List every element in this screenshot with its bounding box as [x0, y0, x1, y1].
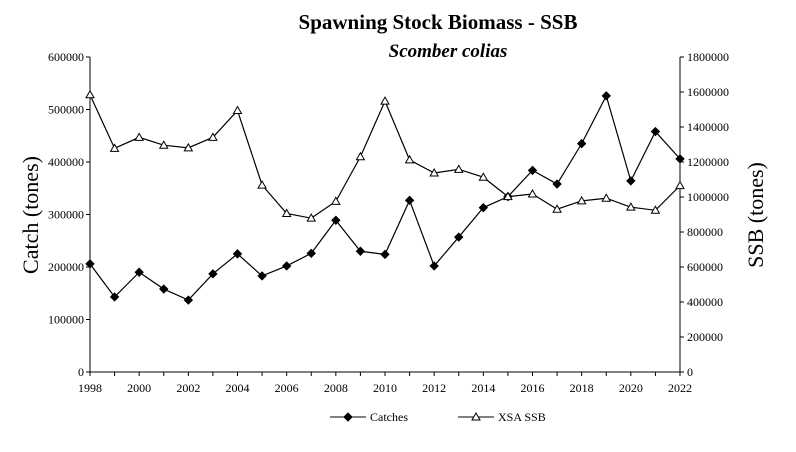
data-point-catches	[85, 259, 95, 269]
y-tick-label-right: 1000000	[687, 190, 729, 204]
y-tick-label-right: 200000	[687, 330, 723, 344]
x-tick-label: 2014	[471, 381, 495, 395]
data-point-catches	[257, 271, 267, 281]
data-point-xsa-ssb	[183, 142, 194, 152]
x-tick-label: 2008	[324, 381, 348, 395]
data-point-xsa-ssb	[257, 180, 267, 189]
series-lines	[85, 89, 685, 305]
x-tick-label: 2010	[373, 381, 397, 395]
data-point-catches	[331, 215, 341, 225]
x-tick-label: 2006	[275, 381, 299, 395]
data-point-catches	[527, 165, 538, 176]
data-point-catches	[626, 176, 636, 186]
data-point-xsa-ssb	[134, 132, 145, 141]
data-point-xsa-ssb	[576, 195, 587, 205]
data-point-xsa-ssb	[527, 189, 538, 198]
data-point-xsa-ssb	[429, 168, 440, 177]
axis-x: 1998 2000 2002 2004 2006 2008 2010 2012 2014 2016…	[78, 372, 692, 395]
y-tick-label-left: 500000	[48, 103, 84, 117]
data-point-catches	[380, 249, 390, 260]
data-point-catches	[232, 249, 243, 259]
x-tick-label: 2000	[127, 381, 151, 395]
data-point-catches	[159, 284, 169, 294]
legend-marker-catches	[343, 412, 353, 422]
data-point-xsa-ssb	[158, 140, 169, 149]
data-point-xsa-ssb	[208, 132, 218, 141]
data-point-catches	[650, 126, 661, 137]
data-point-catches	[306, 248, 316, 259]
legend-label-xsa-ssb: XSA SSB	[498, 410, 546, 424]
series-line-xsa-ssb	[89, 94, 681, 219]
data-point-catches	[675, 154, 685, 164]
data-point-xsa-ssb	[625, 202, 636, 211]
x-tick-label: 2020	[619, 381, 643, 395]
y-tick-label-left: 600000	[48, 50, 84, 64]
axis-left: 0 100000 200000 300000 400000 500000 600000	[48, 50, 90, 379]
legend-marker-xsa-ssb	[471, 411, 481, 421]
data-point-xsa-ssb	[453, 164, 464, 173]
y-tick-label-right: 1800000	[687, 50, 729, 64]
legend: Catches XSA SSB	[330, 410, 546, 424]
x-tick-label: 1998	[78, 381, 102, 395]
chart-title: Spawning Stock Biomass - SSB	[299, 10, 578, 34]
data-point-catches	[454, 232, 464, 242]
series-line-catches	[89, 94, 681, 301]
y-tick-label-right: 0	[687, 365, 693, 379]
chart-subtitle: Scomber colias	[389, 41, 508, 62]
x-tick-label: 2018	[570, 381, 594, 395]
data-point-xsa-ssb	[109, 143, 120, 152]
data-point-catches	[478, 202, 489, 213]
y-tick-label-left: 400000	[48, 155, 84, 169]
data-point-xsa-ssb	[281, 208, 292, 217]
data-point-catches	[429, 261, 439, 271]
x-tick-label: 2016	[521, 381, 545, 395]
y-tick-label-left: 0	[78, 365, 84, 379]
data-point-xsa-ssb	[306, 213, 317, 222]
data-point-xsa-ssb	[380, 96, 390, 105]
y-axis-label-right: SSB (tones)	[743, 162, 768, 268]
data-point-catches	[208, 269, 218, 279]
data-point-xsa-ssb	[404, 154, 415, 164]
data-point-catches	[404, 195, 415, 206]
data-point-xsa-ssb	[232, 105, 243, 115]
data-point-xsa-ssb	[601, 193, 612, 202]
legend-label-catches: Catches	[370, 410, 408, 424]
data-point-catches	[134, 267, 144, 277]
y-tick-label-left: 100000	[48, 313, 84, 327]
y-tick-label-right: 600000	[687, 260, 723, 274]
data-point-catches	[109, 292, 120, 302]
x-tick-label: 2002	[176, 381, 200, 395]
data-point-catches	[355, 246, 366, 256]
data-point-catches	[281, 261, 292, 271]
axis-right: 0 200000 400000 600000 800000 1000000 1200000 1…	[680, 50, 729, 379]
y-tick-label-right: 400000	[687, 295, 723, 309]
y-tick-label-right: 1400000	[687, 120, 729, 134]
y-tick-label-right: 800000	[687, 225, 723, 239]
y-tick-label-left: 200000	[48, 260, 84, 274]
y-tick-label-left: 300000	[48, 208, 84, 222]
data-point-xsa-ssb	[650, 205, 661, 214]
data-point-catches	[183, 295, 194, 305]
data-point-catches	[576, 138, 587, 149]
x-tick-label: 2012	[422, 381, 446, 395]
data-point-xsa-ssb	[552, 204, 562, 213]
y-axis-label-left: Catch (tones)	[18, 156, 43, 274]
data-point-catches	[601, 91, 611, 101]
data-point-xsa-ssb	[675, 180, 685, 190]
y-tick-label-right: 1200000	[687, 155, 729, 169]
x-tick-label: 2004	[226, 381, 250, 395]
data-point-xsa-ssb	[355, 151, 366, 161]
data-point-xsa-ssb	[478, 172, 489, 181]
data-point-xsa-ssb	[503, 191, 513, 201]
data-point-xsa-ssb	[85, 89, 95, 99]
y-tick-label-right: 1600000	[687, 85, 729, 99]
x-tick-label: 2022	[668, 381, 692, 395]
data-point-catches	[552, 179, 562, 189]
data-point-xsa-ssb	[330, 196, 341, 205]
